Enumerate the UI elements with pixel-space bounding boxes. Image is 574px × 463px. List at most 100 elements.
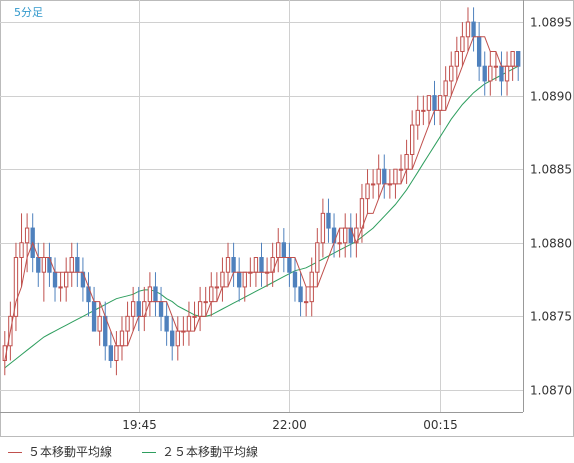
candle-body xyxy=(36,257,41,273)
candle-body xyxy=(404,154,409,170)
candle-body xyxy=(175,330,180,347)
candle-body xyxy=(370,183,376,186)
y-tick-label: 1.0890 xyxy=(530,90,572,104)
candle-body xyxy=(303,301,309,304)
candle-body xyxy=(437,95,443,111)
y-tick-label: 1.0895 xyxy=(530,16,572,30)
candle-body xyxy=(365,183,370,200)
candle-body xyxy=(24,227,30,244)
candle-body xyxy=(237,271,242,288)
candle-body xyxy=(192,315,197,318)
candle-body xyxy=(231,257,236,273)
candle-body xyxy=(69,257,74,273)
candle-body xyxy=(343,227,348,244)
candle-body xyxy=(203,301,208,304)
candle-body xyxy=(108,345,113,361)
candle-body xyxy=(359,198,365,229)
candle-body xyxy=(130,301,136,317)
candle-body xyxy=(476,36,482,67)
candle-body xyxy=(214,286,220,289)
candle-body xyxy=(153,286,158,303)
candle-body xyxy=(432,95,437,111)
candle-body xyxy=(253,257,259,273)
candle-body xyxy=(499,65,504,82)
candle-body xyxy=(415,109,420,126)
x-tick-label: 19:45 xyxy=(122,418,157,432)
candle-body xyxy=(281,242,286,259)
candle-body xyxy=(471,21,476,38)
ma25-line xyxy=(4,65,519,369)
legend-swatch-ma25 xyxy=(142,452,156,453)
axes: 1.0870 1.0875 1.0880 1.0885 1.0890 1.0895 19:4… xyxy=(0,0,572,432)
candle-body xyxy=(426,95,432,111)
candle-body xyxy=(315,242,320,273)
chart-grid xyxy=(0,0,523,412)
candle-body xyxy=(242,271,247,288)
candle-body xyxy=(197,301,203,317)
y-tick-label: 1.0875 xyxy=(530,310,572,324)
legend: ５本移動平均線 ２５本移動平均線 xyxy=(0,436,574,463)
candle-body xyxy=(136,301,141,317)
candle-body xyxy=(337,242,342,245)
candle-body xyxy=(164,315,169,332)
candle-body xyxy=(97,315,102,332)
candle-body xyxy=(443,80,448,97)
candle-body xyxy=(209,286,214,303)
candle-body xyxy=(493,65,499,68)
candle-body xyxy=(326,212,331,229)
x-tick-label: 22:00 xyxy=(272,418,307,432)
candle-body xyxy=(382,168,387,185)
legend-item-ma5: ５本移動平均線 xyxy=(8,443,112,460)
y-tick-label: 1.0870 xyxy=(530,384,572,398)
legend-item-ma25: ２５本移動平均線 xyxy=(142,443,258,460)
candle-body xyxy=(398,168,404,171)
candle-body xyxy=(13,257,19,317)
candle-body xyxy=(125,315,130,332)
candle-body xyxy=(52,271,58,288)
candle-body xyxy=(298,286,303,303)
candle-body xyxy=(64,271,69,288)
candle-body xyxy=(75,257,80,273)
candle-body xyxy=(276,242,281,259)
candle-body xyxy=(516,51,521,67)
ma5-line xyxy=(4,36,519,361)
candle-body xyxy=(510,51,515,67)
candle-body xyxy=(119,330,125,347)
candle-body xyxy=(320,212,326,244)
legend-label-ma5: ５本移動平均線 xyxy=(28,445,113,459)
y-tick-label: 1.0885 xyxy=(530,163,572,177)
candle-body xyxy=(287,257,292,273)
legend-label-ma25: ２５本移動平均線 xyxy=(162,445,259,459)
candle-body xyxy=(259,257,264,273)
candle-body xyxy=(158,301,164,317)
timeframe-label: 5分足 xyxy=(14,6,43,19)
ma25-series xyxy=(4,65,519,369)
candle-body xyxy=(421,109,426,112)
y-tick-label: 1.0880 xyxy=(530,237,572,251)
candle-body xyxy=(449,65,454,82)
candle-body xyxy=(376,168,381,185)
candle-body xyxy=(454,51,459,67)
candle-body xyxy=(147,286,153,303)
candle-body xyxy=(504,65,510,82)
candle-body xyxy=(220,271,225,288)
candle-body xyxy=(41,257,47,273)
x-tick-label: 00:15 xyxy=(423,418,458,432)
candle-body xyxy=(460,36,465,52)
candle-body xyxy=(465,21,471,38)
candle-body xyxy=(225,257,231,273)
candle-body xyxy=(170,330,175,347)
legend-swatch-ma5 xyxy=(8,452,22,453)
candle-body xyxy=(19,242,24,259)
candle-body xyxy=(186,315,192,332)
candle-body xyxy=(91,301,97,332)
candle-body xyxy=(58,286,63,289)
candle-body xyxy=(292,271,298,288)
candle-body xyxy=(482,65,487,82)
candle-body xyxy=(114,345,119,361)
candle-body xyxy=(410,124,415,155)
candle-body xyxy=(393,168,398,185)
ma5-series xyxy=(4,36,519,361)
